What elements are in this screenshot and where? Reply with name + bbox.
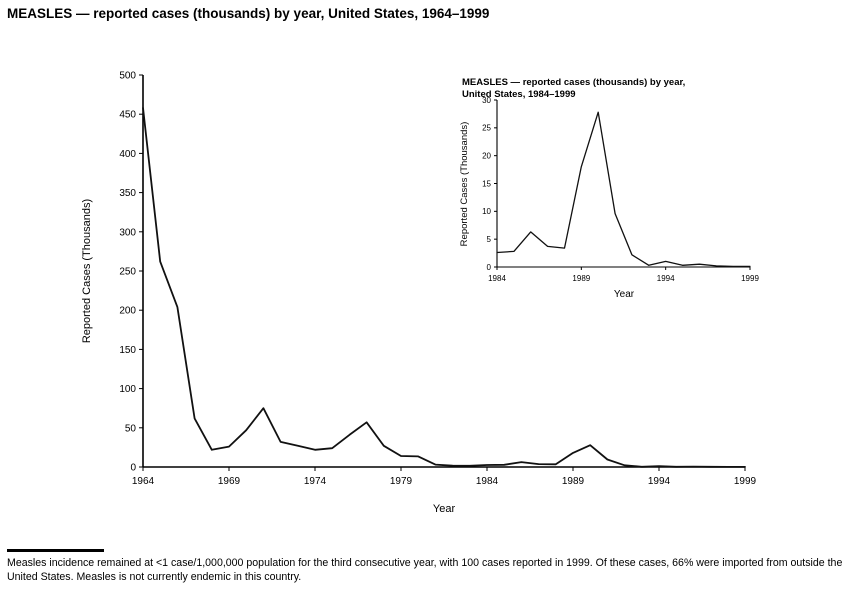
inset-title-line-2: United States, 1984–1999 [462, 89, 576, 100]
inset-y-tick-label: 30 [482, 96, 491, 105]
main-y-tick-label: 350 [119, 188, 136, 199]
inset-data-line [496, 111, 751, 268]
inset-y-tick-label: 25 [482, 124, 491, 133]
main-x-tick-label: 1999 [734, 476, 757, 487]
main-y-axis-label: Reported Cases (Thousands) [81, 199, 93, 343]
main-y-tick-label: 0 [130, 463, 136, 474]
main-y-tick-label: 100 [119, 384, 136, 395]
inset-y-tick-label: 20 [482, 151, 491, 160]
inset-x-tick-label: 1989 [572, 274, 590, 283]
inset-y-axis-label: Reported Cases (Thousands) [459, 122, 470, 247]
main-x-tick-label: 1979 [390, 476, 413, 487]
inset-x-tick-label: 1999 [741, 274, 759, 283]
footnote: Measles incidence remained at <1 case/1,… [7, 549, 853, 584]
main-y-tick-label: 50 [125, 423, 137, 434]
inset-x-tick-label: 1984 [488, 274, 506, 283]
main-y-tick-label: 200 [119, 306, 136, 317]
main-x-tick-label: 1984 [476, 476, 499, 487]
main-y-tick-label: 500 [119, 71, 136, 82]
main-y-tick-label: 250 [119, 267, 136, 278]
main-x-tick-label: 1989 [562, 476, 585, 487]
inset-x-axis-label: Year [614, 289, 635, 300]
footnote-rule [7, 549, 104, 552]
main-x-axis-label: Year [433, 503, 456, 515]
inset-chart: 0 5 10 15 20 25 30 1984 1989 1994 1999 Reported Cas… [459, 77, 759, 300]
main-x-tick-label: 1974 [304, 476, 327, 487]
main-y-tick-label: 150 [119, 345, 136, 356]
inset-title-line-1: MEASLES — reported cases (thousands) by … [462, 77, 685, 88]
main-y-tick-label: 400 [119, 149, 136, 160]
inset-y-tick-label: 5 [487, 235, 492, 244]
inset-x-tick-label: 1994 [657, 274, 675, 283]
main-data-line [142, 107, 746, 468]
main-y-tick-label: 450 [119, 110, 136, 121]
main-y-tick-label: 300 [119, 227, 136, 238]
footnote-text: Measles incidence remained at <1 case/1,… [7, 557, 843, 583]
inset-y-tick-label: 0 [487, 263, 492, 272]
inset-y-tick-label: 10 [482, 207, 491, 216]
figure-title: MEASLES — reported cases (thousands) by … [7, 6, 490, 21]
main-x-tick-label: 1964 [132, 476, 155, 487]
inset-y-tick-label: 15 [482, 179, 491, 188]
main-x-tick-label: 1994 [648, 476, 671, 487]
main-x-tick-label: 1969 [218, 476, 241, 487]
